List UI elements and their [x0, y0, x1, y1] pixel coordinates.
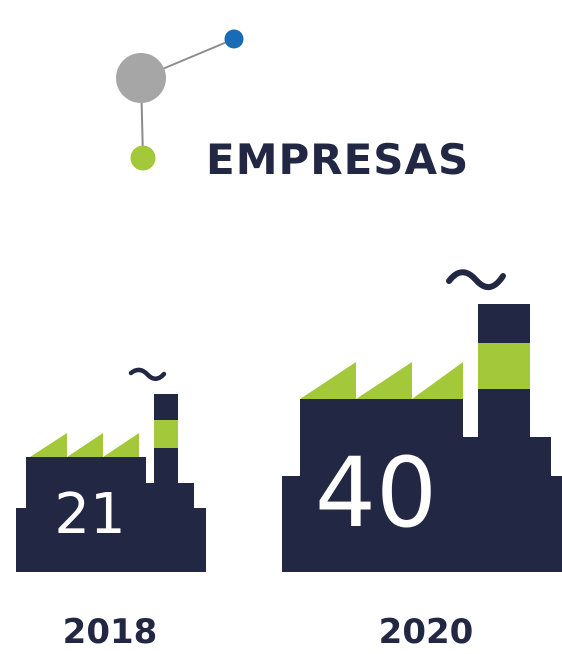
page-title: EMPRESAS: [206, 135, 470, 184]
factory-icon-2020: [282, 269, 562, 572]
company-count-2020: 40: [314, 437, 438, 549]
year-label-2020: 2020: [378, 612, 474, 652]
year-label-2018: 2018: [62, 612, 158, 652]
company-count-2018: 21: [54, 482, 126, 547]
molecule-icon: [116, 29, 244, 171]
factory-icon-2018: [16, 367, 206, 572]
